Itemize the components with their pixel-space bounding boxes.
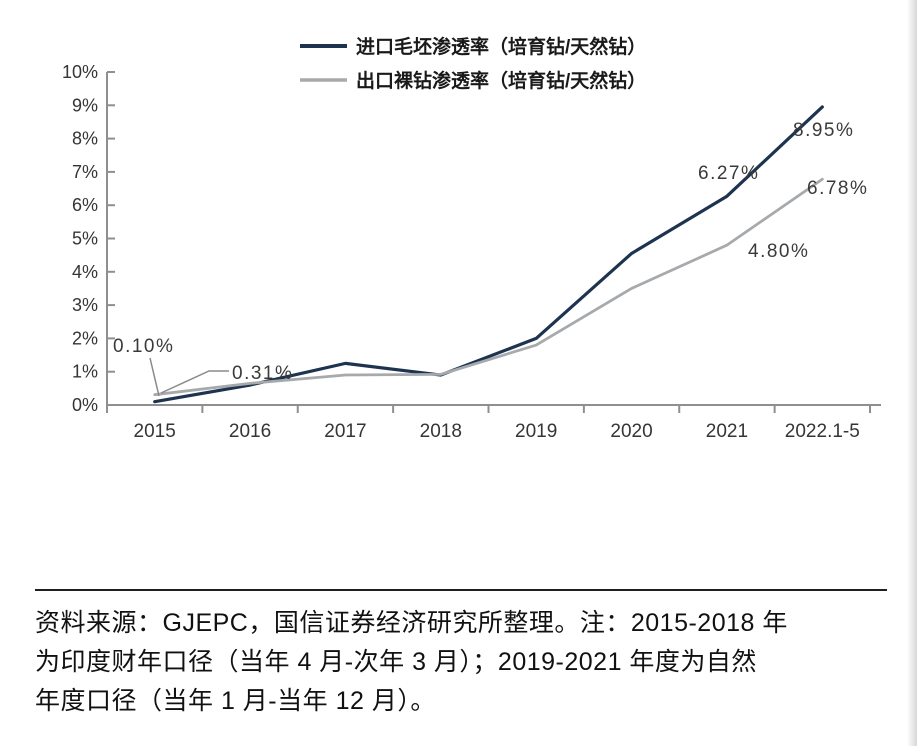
y-tick-label: 3%	[72, 295, 98, 315]
footer: 资料来源：GJEPC，国信证券经济研究所整理。注：2015-2018 年 为印度…	[35, 589, 887, 721]
legend-label-1: 出口裸钻渗透率（培育钻/天然钻）	[356, 69, 646, 92]
source-note-line-1: 资料来源：GJEPC，国信证券经济研究所整理。注：2015-2018 年	[35, 609, 788, 637]
x-tick-label: 2017	[324, 421, 366, 442]
annotation-label-5: 6.78%	[807, 178, 868, 199]
x-tick-label: 2015	[134, 421, 176, 442]
legend-label-0: 进口毛坯渗透率（培育钻/天然钻）	[356, 35, 646, 58]
x-tick-label: 2021	[706, 421, 748, 442]
annotation-label-0: 0.10%	[113, 336, 174, 357]
y-tick-label: 9%	[72, 95, 98, 115]
y-tick-label: 7%	[72, 162, 98, 182]
y-tick-label: 4%	[72, 262, 98, 282]
y-tick-label: 1%	[72, 362, 98, 382]
annotation-leader-0	[149, 357, 160, 397]
y-tick-label: 5%	[72, 229, 98, 249]
annotation-label-3: 8.95%	[793, 120, 854, 141]
x-tick-label: 2019	[515, 421, 557, 442]
y-tick-label: 8%	[72, 129, 98, 149]
x-tick-label: 2022.1-5	[785, 421, 860, 442]
y-tick-label: 0%	[72, 395, 98, 415]
series-line-0	[153, 105, 824, 404]
footer-divider	[35, 589, 887, 591]
series-line-1	[153, 177, 824, 397]
x-tick-label: 2020	[610, 421, 652, 442]
y-tick-label: 2%	[72, 328, 98, 348]
y-tick-label: 6%	[72, 195, 98, 215]
annotation-leader-1	[160, 370, 229, 394]
annotation-label-2: 6.27%	[698, 163, 759, 184]
x-tick-label: 2018	[420, 421, 462, 442]
x-tick-label: 2016	[229, 421, 271, 442]
annotation-label-1: 0.31%	[232, 363, 293, 384]
penetration-line-chart: 0% 1% 2% 3% 4% 5% 6% 7% 8% 9% 10% 2015 2016 2017 2018 2…	[62, 35, 881, 442]
annotation-label-4: 4.80%	[748, 241, 809, 262]
source-note-line-3: 年度口径（当年 1 月-当年 12 月）。	[35, 687, 436, 715]
source-note-line-2: 为印度财年口径（当年 4 月-次年 3 月）；2019-2021 年度为自然	[35, 648, 757, 676]
y-tick-label: 10%	[62, 62, 98, 82]
